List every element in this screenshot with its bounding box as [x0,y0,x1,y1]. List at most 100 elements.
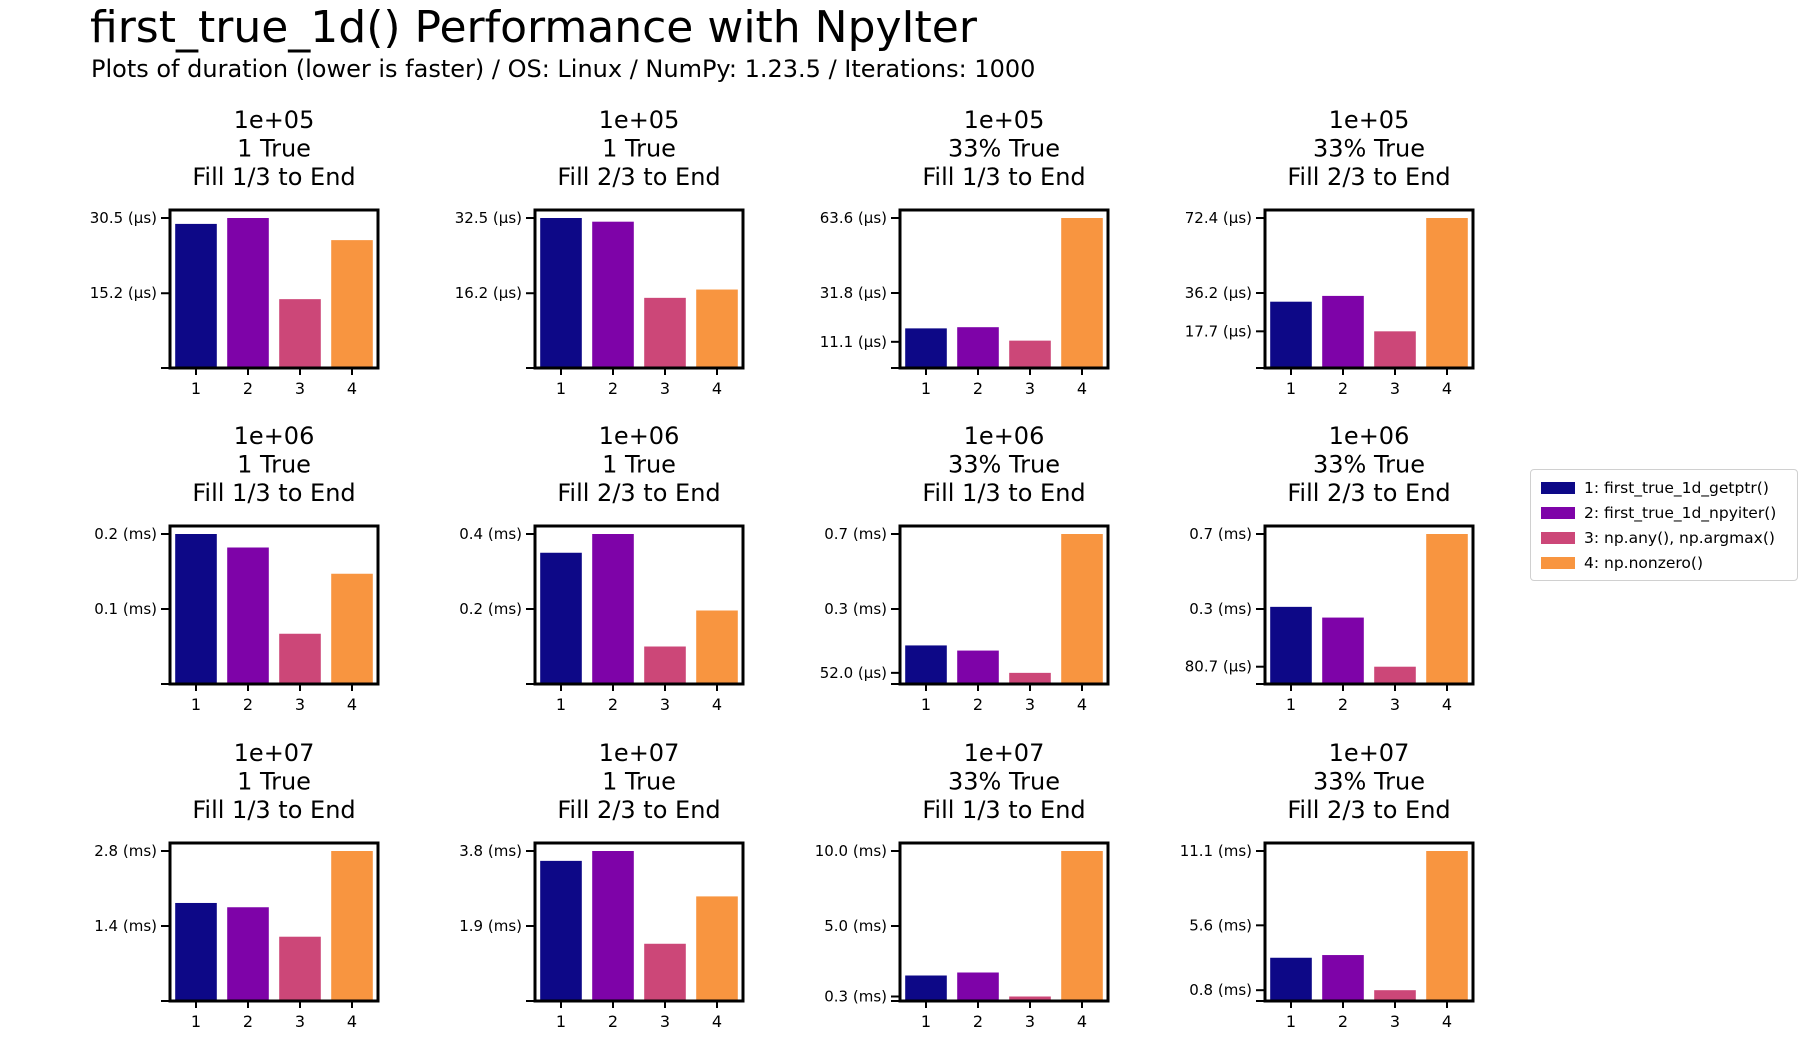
x-tick-label: 4 [1442,1012,1452,1031]
subplot-title: Fill 1/3 to End [922,163,1085,191]
subplot-title: 1e+07 [234,739,315,767]
subplot-title: Fill 2/3 to End [1287,479,1450,507]
x-tick-label: 3 [1025,1012,1035,1031]
subplot-title: Fill 1/3 to End [922,479,1085,507]
bar [1009,996,1051,1001]
bar [175,534,217,684]
bar [1426,534,1468,684]
x-tick-label: 1 [191,1012,201,1031]
bar [644,297,686,368]
subplot-title: 33% True [1313,451,1425,479]
bar [1322,295,1364,368]
y-tick-label: 10.0 (ms) [815,842,887,860]
x-tick-label: 3 [1390,695,1400,714]
legend-item: 4: np.nonzero() [1541,552,1703,574]
x-tick-label: 3 [660,1012,670,1031]
x-tick-label: 4 [1442,379,1452,398]
x-tick-label: 3 [1390,1012,1400,1031]
subplot-title: 1e+06 [599,422,680,450]
bar [644,646,686,684]
subplot-title: Fill 1/3 to End [192,479,355,507]
y-tick-label: 17.7 (µs) [1185,322,1252,340]
bar [1009,672,1051,684]
x-tick-label: 1 [921,695,931,714]
subplot-title: Fill 2/3 to End [1287,163,1450,191]
legend-item: 2: first_true_1d_npyiter() [1541,502,1776,524]
bar [957,650,999,684]
bar [1426,851,1468,1001]
subplot-title: 1e+05 [599,106,680,134]
y-tick-label: 16.2 (µs) [455,284,522,302]
bar [279,299,321,368]
subplot-title: 33% True [1313,135,1425,163]
x-tick-label: 4 [347,379,357,398]
x-tick-label: 1 [556,695,566,714]
bar [1270,606,1312,684]
bar [644,943,686,1001]
bar [1322,955,1364,1001]
legend-label: 4: np.nonzero() [1584,554,1704,572]
subplot-title: 33% True [948,451,1060,479]
plot-frame [168,208,380,370]
legend-swatch [1541,557,1575,569]
bar [331,240,373,368]
x-tick-label: 2 [973,1012,983,1031]
y-tick-label: 30.5 (µs) [90,209,157,227]
y-tick-label: 5.0 (ms) [824,917,887,935]
legend-swatch [1541,532,1575,544]
subplot-title: 33% True [948,135,1060,163]
y-tick-label: 52.0 (µs) [820,664,887,682]
bar [279,936,321,1001]
bar [1426,218,1468,368]
bar [696,289,738,368]
bar [227,907,269,1001]
y-tick-label: 2.8 (ms) [94,842,157,860]
legend-label: 3: np.any(), np.argmax() [1584,529,1775,547]
plot-frame [533,208,745,370]
y-tick-label: 1.4 (ms) [94,917,157,935]
bar [1374,666,1416,684]
x-tick-label: 4 [1077,695,1087,714]
bar [905,645,947,684]
plot-frame [1263,208,1475,370]
x-tick-label: 2 [973,695,983,714]
y-tick-label: 72.4 (µs) [1185,209,1252,227]
bar [1322,617,1364,684]
subplot-title: 1 True [237,768,311,796]
legend-swatch [1541,482,1575,494]
x-tick-label: 1 [556,1012,566,1031]
x-tick-label: 2 [1338,379,1348,398]
legend-item: 3: np.any(), np.argmax() [1541,527,1775,549]
x-tick-label: 4 [347,1012,357,1031]
x-tick-label: 4 [1442,695,1452,714]
x-tick-label: 2 [1338,695,1348,714]
y-tick-label: 0.2 (ms) [94,525,157,543]
bar [540,218,582,368]
y-tick-label: 5.6 (ms) [1189,916,1252,934]
y-tick-label: 0.8 (ms) [1189,981,1252,999]
subplot-title: Fill 2/3 to End [557,479,720,507]
x-tick-label: 3 [295,1012,305,1031]
y-tick-label: 63.6 (µs) [820,209,887,227]
plot-frame [533,524,745,686]
y-tick-label: 32.5 (µs) [455,209,522,227]
subplot-title: 1 True [602,451,676,479]
x-tick-label: 4 [712,1012,722,1031]
x-tick-label: 2 [973,379,983,398]
x-tick-label: 3 [1025,379,1035,398]
subplot-title: 1e+07 [1329,739,1410,767]
x-tick-label: 4 [1077,1012,1087,1031]
bar [957,327,999,368]
subplot-title: Fill 1/3 to End [922,796,1085,824]
x-tick-label: 1 [191,695,201,714]
figure-title: first_true_1d() Performance with NpyIter [90,2,977,53]
x-tick-label: 1 [1286,695,1296,714]
subplot-title: Fill 2/3 to End [1287,796,1450,824]
y-tick-label: 0.7 (ms) [824,525,887,543]
x-tick-label: 2 [243,379,253,398]
bar [227,218,269,368]
subplot-title: Fill 2/3 to End [557,163,720,191]
bar [1270,957,1312,1001]
bar [227,547,269,684]
y-tick-label: 15.2 (µs) [90,284,157,302]
